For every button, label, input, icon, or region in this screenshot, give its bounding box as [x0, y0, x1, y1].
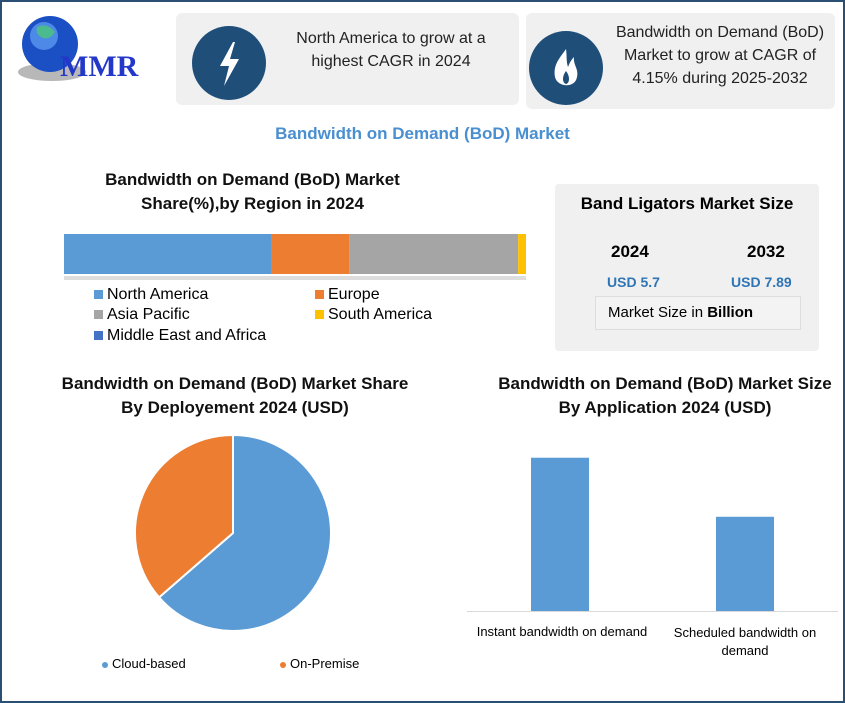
application-chart-title: Bandwidth on Demand (BoD) Market Size By… — [498, 374, 832, 417]
market-size-title: Band Ligators Market Size — [580, 194, 794, 213]
logo-text: MMR — [60, 50, 139, 83]
value-2024: USD 5.7 — [607, 274, 660, 290]
legend-label: Cloud-based — [112, 656, 186, 671]
legend-label: Europe — [328, 286, 380, 303]
card-text: Bandwidth on Demand (BoD) Market to grow… — [615, 24, 825, 87]
legend-swatch — [94, 310, 103, 319]
region-segment-0 — [64, 234, 272, 274]
main-title: Bandwidth on Demand (BoD) Market — [275, 124, 570, 143]
legend-label: South America — [328, 306, 433, 323]
legend-label: On-Premise — [290, 656, 360, 671]
lightning-icon — [192, 26, 266, 100]
region-chart-title: Bandwidth on Demand (BoD) Market Share(%… — [105, 170, 400, 213]
region-segment-3 — [518, 234, 526, 274]
card-text: North America to grow at a highest CAGR … — [296, 30, 486, 70]
flame-icon — [529, 31, 603, 105]
x-tick-label: Scheduled bandwidth on demand — [673, 625, 817, 658]
legend-swatch — [280, 661, 286, 668]
value-2032: USD 7.89 — [731, 274, 792, 290]
application-bar-1 — [716, 516, 774, 611]
legend-swatch — [94, 290, 103, 299]
legend-swatch — [315, 310, 324, 319]
legend-item: On-Premise — [280, 656, 359, 671]
legend-item: Cloud-based — [102, 656, 186, 671]
legend-swatch — [102, 661, 108, 668]
unit-label: Market Size in Billion — [595, 296, 801, 330]
legend-label: Asia Pacific — [107, 306, 190, 323]
legend-item: Europe — [315, 286, 380, 304]
legend-label: North America — [107, 286, 209, 303]
bar-shadow — [64, 276, 526, 280]
year-2032: 2032 — [747, 242, 785, 261]
pie-slice-1 — [134, 433, 234, 599]
legend-item: Middle East and Africa — [94, 327, 266, 345]
legend-item: Asia Pacific — [94, 306, 190, 324]
deployment-chart-title: Bandwidth on Demand (BoD) Market Share B… — [61, 374, 409, 417]
mmr-logo: MMR — [12, 12, 147, 87]
pie-slice-0 — [157, 433, 332, 632]
legend-item: North America — [94, 286, 208, 304]
region-segment-2 — [349, 234, 519, 274]
legend-item: South America — [315, 306, 432, 324]
year-2024: 2024 — [611, 242, 649, 261]
application-bar-0 — [531, 457, 589, 611]
legend-swatch — [94, 331, 103, 340]
card-cagr: Bandwidth on Demand (BoD) Market to grow… — [526, 13, 835, 109]
legend-label: Middle East and Africa — [107, 327, 267, 344]
legend-swatch — [315, 290, 324, 299]
market-size-box: Band Ligators Market Size 2024 2032 USD … — [555, 184, 819, 351]
unit-prefix: Market Size in — [608, 304, 708, 321]
card-north-america: North America to grow at a highest CAGR … — [176, 13, 519, 105]
region-segment-1 — [271, 234, 350, 274]
x-tick-label: Instant bandwidth on demand — [476, 624, 648, 639]
unit-bold: Billion — [707, 304, 754, 321]
